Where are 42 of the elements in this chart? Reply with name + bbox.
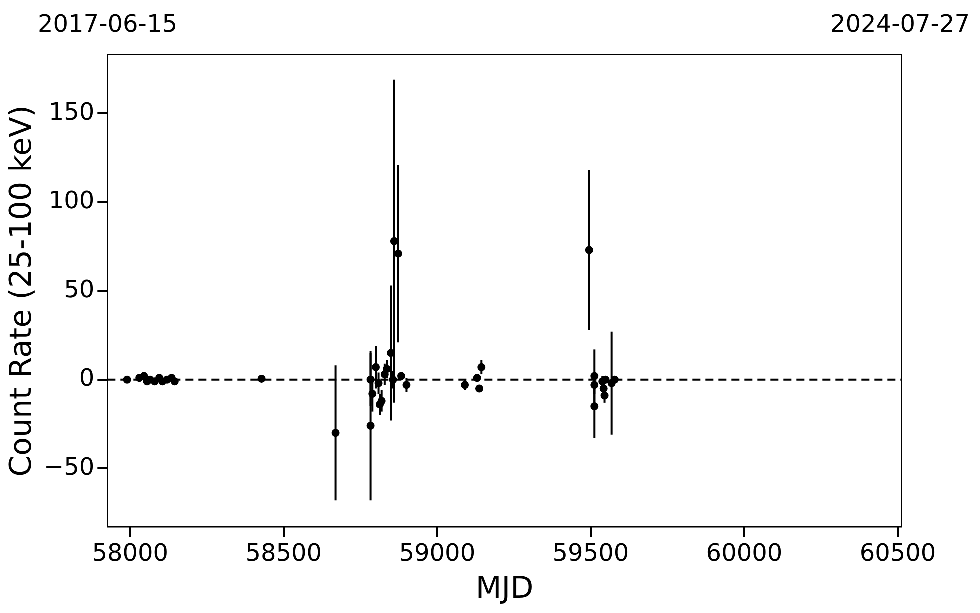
y-axis-title: Count Rate (25-100 keV) bbox=[4, 105, 39, 477]
point bbox=[366, 376, 375, 384]
point bbox=[610, 376, 619, 384]
point bbox=[590, 402, 599, 410]
point bbox=[123, 376, 132, 384]
point bbox=[600, 392, 609, 400]
point bbox=[585, 246, 594, 254]
y-tick-label: −50 bbox=[44, 452, 95, 481]
point bbox=[473, 374, 482, 382]
point bbox=[389, 376, 398, 384]
point bbox=[372, 363, 380, 372]
point bbox=[258, 374, 266, 383]
point bbox=[383, 365, 392, 374]
text: 2024-07-27 bbox=[830, 10, 970, 38]
point bbox=[378, 397, 386, 406]
y-tick-label: 100 bbox=[48, 186, 95, 215]
y-tick-label: 0 bbox=[79, 364, 95, 392]
y-tick-label: 150 bbox=[48, 98, 95, 126]
point bbox=[475, 384, 484, 393]
point bbox=[390, 237, 398, 246]
y-tick-label: 50 bbox=[64, 275, 95, 304]
point bbox=[590, 381, 599, 390]
point bbox=[398, 372, 406, 380]
x-tick-label: 58500 bbox=[246, 538, 322, 567]
point bbox=[461, 381, 470, 390]
point bbox=[402, 381, 411, 390]
x-tick-label: 59500 bbox=[552, 538, 630, 567]
text: 2017-06-15 bbox=[38, 10, 178, 38]
point bbox=[478, 363, 486, 372]
x-tick-label: 58000 bbox=[92, 538, 169, 567]
x-tick-label: 59000 bbox=[399, 538, 476, 567]
x-tick-label: 60000 bbox=[706, 538, 783, 567]
point bbox=[394, 250, 402, 258]
point bbox=[170, 378, 179, 386]
x-tick-label: 60500 bbox=[860, 538, 936, 567]
point bbox=[368, 390, 377, 398]
point bbox=[366, 422, 375, 430]
point bbox=[590, 372, 599, 380]
point bbox=[332, 429, 340, 438]
point bbox=[374, 379, 383, 388]
point bbox=[600, 384, 608, 393]
x-axis-title: MJD bbox=[476, 570, 534, 606]
